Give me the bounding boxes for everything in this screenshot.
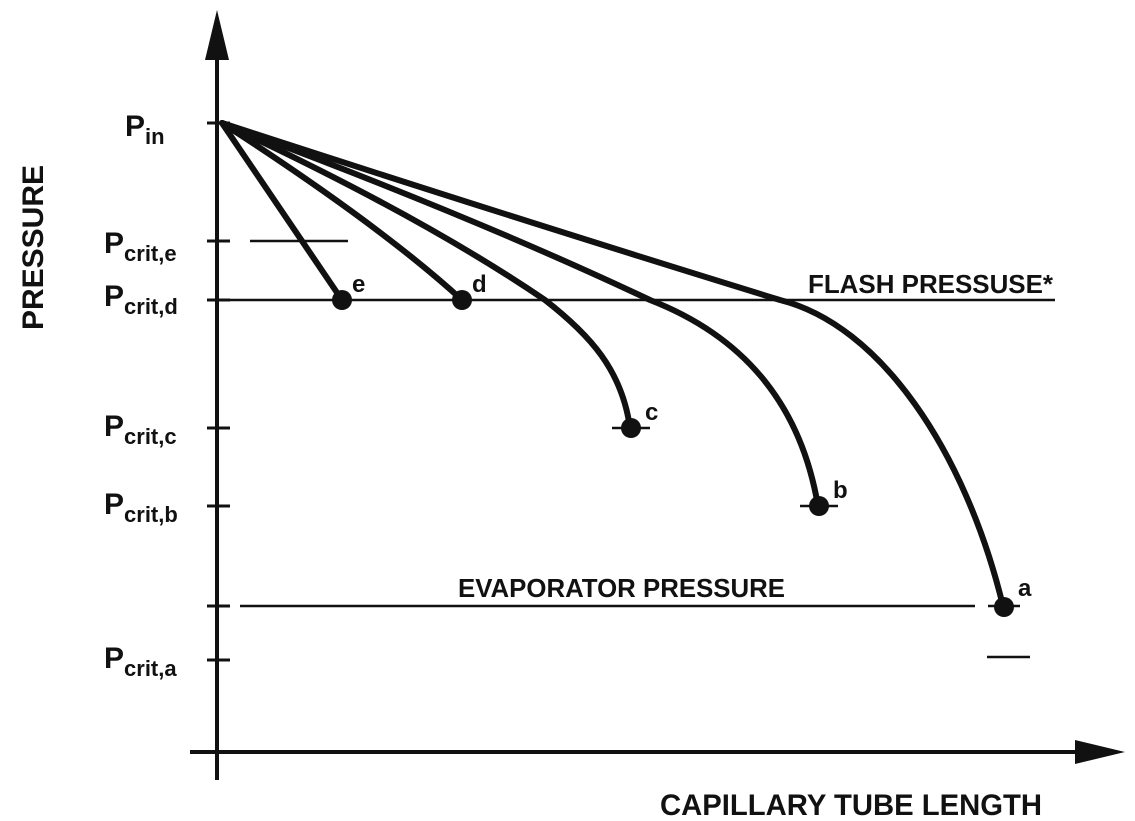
end-point: [332, 290, 352, 310]
curve-label: e: [352, 271, 365, 298]
sub: crit,e: [124, 241, 177, 266]
p: P: [104, 227, 124, 260]
curve-c: [219, 120, 633, 431]
sub: crit,c: [124, 424, 177, 449]
curve-label: c: [645, 399, 658, 426]
pressure-label: Pcrit,e: [104, 227, 177, 266]
curve-e: [219, 120, 345, 303]
axes: [190, 10, 1125, 780]
curve-label: b: [833, 477, 848, 504]
p: P: [104, 280, 124, 313]
evaporator-label: EVAPORATOR PRESSURE: [458, 573, 785, 603]
end-point: [621, 418, 641, 438]
curve-d: [219, 120, 465, 303]
p: P: [104, 642, 124, 675]
pressure-label: Pcrit,d: [104, 280, 178, 319]
y-axis-label: PRESSURE: [17, 165, 50, 330]
end-point: [809, 496, 829, 516]
x-axis-label: CAPILLARY TUBE LENGTH: [660, 789, 1042, 821]
curve-b: [219, 120, 821, 509]
pressure-label: Pcrit,b: [104, 488, 178, 527]
pressure-label: Pin: [125, 110, 165, 149]
p: P: [104, 488, 124, 521]
flash-label: FLASH PRESSUSE*: [808, 269, 1054, 299]
pressure-label: Pcrit,c: [104, 410, 177, 449]
end-point: [994, 597, 1014, 617]
p: P: [104, 410, 124, 443]
curves: [219, 120, 1014, 617]
sub: crit,a: [124, 656, 177, 681]
pressure-label: Pcrit,a: [104, 642, 177, 681]
curve-label: d: [472, 271, 487, 298]
x-arrow: [1075, 740, 1125, 764]
end-point: [452, 290, 472, 310]
sub: in: [145, 124, 165, 149]
sub: crit,d: [124, 294, 178, 319]
p: P: [125, 110, 145, 143]
curve-a: [219, 120, 1006, 609]
y-arrow: [205, 10, 229, 60]
sub: crit,b: [124, 502, 178, 527]
curve-label: a: [1018, 575, 1032, 602]
